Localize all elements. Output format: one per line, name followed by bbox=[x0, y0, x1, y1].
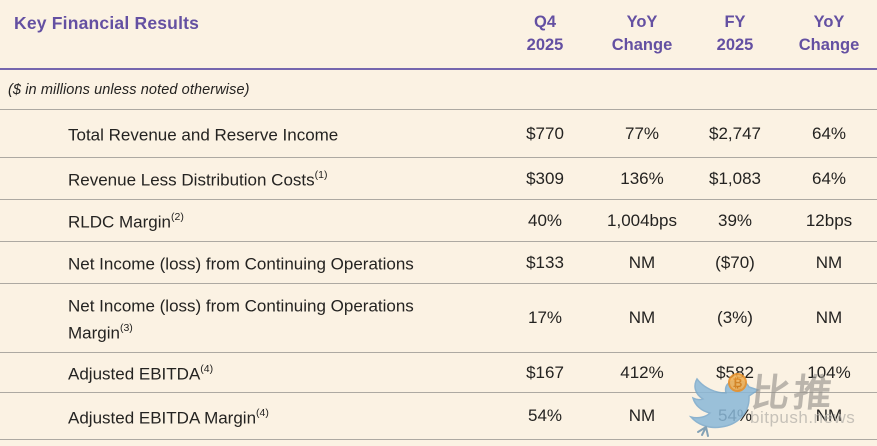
cell-yoy-fy-value: NM bbox=[815, 252, 843, 272]
page-title: Key Financial Results bbox=[14, 13, 200, 33]
cell-fy-value: $1,083 bbox=[709, 168, 761, 188]
footnote-ref: (2) bbox=[170, 211, 184, 224]
footnote-ref: (4) bbox=[256, 406, 269, 419]
footnote-ref: (1) bbox=[314, 169, 328, 182]
cell-q4-value: $133 bbox=[526, 252, 564, 272]
cell-yoy-fy-value: NM bbox=[815, 406, 843, 425]
cell-q4-value: 17% bbox=[527, 308, 563, 327]
cell-q4-value: $770 bbox=[526, 123, 564, 143]
cell-q4-value: $309 bbox=[526, 168, 564, 188]
table-row: Adjusted EBITDA(4) $167 412% $582 104% bbox=[0, 353, 877, 393]
cell-yoy-fy-value: 12bps bbox=[805, 210, 853, 230]
table-row: RLDC Margin(2) 40% 1,004bps 39% 12bps bbox=[0, 200, 877, 242]
column-header-yoy-change-q: YoY Change bbox=[611, 13, 673, 54]
cell-fy-value: ($70) bbox=[715, 252, 755, 272]
row-label: Revenue Less Distribution Costs(1) bbox=[68, 169, 328, 190]
row-label: RLDC Margin(2) bbox=[68, 211, 184, 232]
row-label: Net Income (loss) from Continuing Operat… bbox=[68, 254, 414, 274]
table-header: Key Financial Results Q4 2025 YoY Change… bbox=[0, 0, 877, 70]
cell-q4-value: $167 bbox=[526, 362, 564, 382]
row-label: Adjusted EBITDA(4) bbox=[68, 363, 214, 384]
row-label: Adjusted EBITDA Margin(4) bbox=[68, 406, 269, 428]
column-header-yoy-change-fy: YoY Change bbox=[798, 13, 860, 54]
cell-yoy-q-value: 136% bbox=[620, 168, 664, 188]
column-header-fy-2025: FY 2025 bbox=[716, 13, 754, 54]
cell-fy-value: 39% bbox=[717, 210, 753, 230]
cell-fy-value: 54% bbox=[717, 406, 753, 425]
footnote-ref: (4) bbox=[200, 363, 214, 376]
cell-yoy-q-value: NM bbox=[628, 406, 656, 425]
footnote-ref: (3) bbox=[119, 322, 133, 334]
table-row: Net Income (loss) from Continuing Operat… bbox=[0, 242, 877, 284]
row-label: Net Income (loss) from Continuing Operat… bbox=[68, 297, 414, 343]
cell-yoy-q-value: 412% bbox=[620, 362, 664, 382]
cell-fy-value: $582 bbox=[716, 362, 754, 382]
cell-fy-value: $2,747 bbox=[709, 123, 761, 143]
units-note-row: ($ in millions unless noted otherwise) bbox=[0, 70, 877, 110]
cell-yoy-q-value: 77% bbox=[624, 123, 660, 143]
cell-yoy-fy-value: NM bbox=[815, 308, 843, 327]
table-row: Revenue Less Distribution Costs(1) $309 … bbox=[0, 158, 877, 200]
table-row: Total Revenue and Reserve Income $770 77… bbox=[0, 110, 877, 158]
cell-yoy-q-value: NM bbox=[628, 308, 656, 327]
cell-fy-value: (3%) bbox=[717, 308, 753, 327]
cell-q4-value: 54% bbox=[527, 406, 563, 425]
cell-yoy-q-value: NM bbox=[628, 252, 656, 272]
units-note: ($ in millions unless noted otherwise) bbox=[8, 81, 250, 98]
table-row: Net Income (loss) from Continuing Operat… bbox=[0, 284, 877, 353]
cell-yoy-fy-value: 104% bbox=[807, 362, 851, 382]
cell-q4-value: 40% bbox=[527, 210, 563, 230]
cell-yoy-fy-value: 64% bbox=[811, 168, 847, 188]
cell-yoy-q-value: 1,004bps bbox=[607, 210, 677, 230]
financial-table: Total Revenue and Reserve Income $770 77… bbox=[0, 110, 877, 440]
row-label: Total Revenue and Reserve Income bbox=[68, 125, 339, 145]
table-row: Adjusted EBITDA Margin(4) 54% NM 54% NM bbox=[0, 393, 877, 440]
cell-yoy-fy-value: 64% bbox=[811, 123, 847, 143]
column-header-q4-2025: Q4 2025 bbox=[526, 13, 564, 54]
